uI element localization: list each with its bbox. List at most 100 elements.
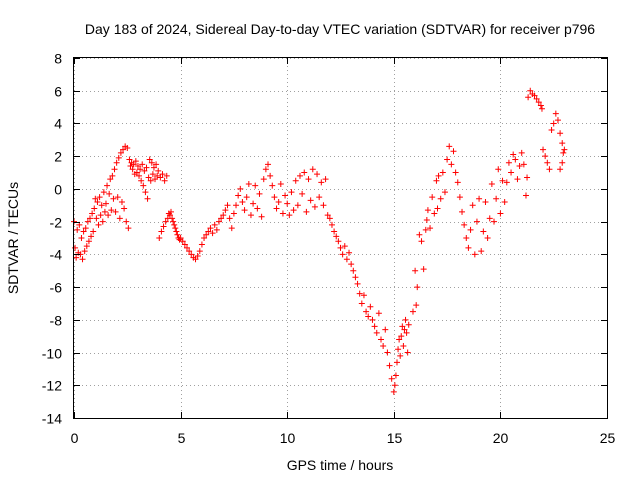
y-tick-label: -10 [42, 346, 62, 362]
data-point [196, 248, 203, 255]
data-point [158, 228, 165, 235]
data-point [473, 218, 480, 225]
data-point [501, 199, 508, 205]
data-point [299, 190, 306, 197]
plot-frame [73, 57, 608, 419]
data-point [554, 117, 561, 124]
data-point [307, 197, 314, 204]
chart-title: Day 183 of 2024, Sidereal Day-to-day VTE… [85, 21, 595, 37]
data-point [371, 323, 378, 330]
data-point [471, 251, 478, 258]
data-point [416, 231, 423, 238]
data-point [524, 174, 531, 181]
data-point [98, 202, 105, 209]
data-point [404, 349, 411, 356]
x-tick-label: 20 [493, 430, 509, 446]
data-point [220, 212, 227, 219]
data-point [393, 359, 400, 366]
data-point [413, 302, 420, 309]
data-point [88, 233, 95, 240]
data-point [552, 110, 559, 117]
data-point [335, 238, 342, 245]
data-point [395, 346, 402, 353]
data-point [245, 181, 252, 187]
data-point [375, 310, 382, 317]
data-point [80, 228, 87, 235]
data-point [527, 87, 534, 94]
data-point [369, 316, 376, 323]
y-tick-label: 4 [54, 116, 62, 132]
data-point [129, 166, 136, 173]
data-point [510, 151, 517, 158]
data-point [174, 231, 181, 238]
data-point [116, 215, 123, 222]
data-point [459, 208, 466, 215]
data-point [124, 145, 131, 151]
data-point [512, 156, 519, 163]
data-point [275, 199, 282, 205]
data-point [267, 172, 274, 179]
data-point [172, 225, 179, 232]
y-tick-label: -14 [42, 411, 62, 427]
data-point [170, 218, 177, 225]
data-point [348, 261, 355, 268]
data-point [412, 267, 419, 274]
data-point [380, 343, 387, 349]
data-point [181, 241, 188, 248]
data-point [209, 230, 216, 237]
data-point [542, 153, 549, 160]
data-point [106, 190, 113, 197]
data-point [114, 194, 121, 201]
data-point [516, 163, 523, 169]
data-point [108, 207, 115, 214]
data-point [260, 176, 267, 183]
data-point [292, 177, 299, 184]
data-point [78, 235, 85, 241]
data-point [243, 194, 250, 201]
data-point [320, 202, 327, 209]
data-point [423, 217, 430, 223]
data-point [97, 212, 104, 219]
data-point [533, 95, 540, 102]
data-point [405, 321, 412, 328]
data-point [148, 159, 155, 166]
data-point [150, 164, 157, 171]
data-point [328, 221, 335, 228]
data-point [226, 215, 233, 222]
data-point [171, 221, 178, 228]
y-tick-label: -12 [42, 378, 62, 394]
y-tick-label: 0 [54, 182, 62, 198]
data-point [454, 179, 461, 186]
data-point [286, 212, 293, 219]
data-point [111, 166, 118, 173]
data-point [378, 336, 385, 343]
y-tick-label: -6 [50, 280, 63, 296]
data-point [398, 333, 405, 340]
data-point [520, 161, 527, 168]
data-point [546, 166, 553, 173]
data-point [314, 171, 321, 178]
data-point [133, 169, 140, 176]
data-point [296, 172, 303, 179]
data-point [149, 171, 156, 178]
data-point [247, 212, 254, 219]
data-point [152, 176, 159, 183]
data-point [96, 194, 103, 201]
data-point [309, 166, 316, 173]
data-point [505, 159, 512, 166]
x-tick-label: 15 [387, 430, 403, 446]
data-point [429, 194, 436, 201]
data-point [213, 226, 220, 233]
data-point [107, 176, 114, 183]
data-point [518, 149, 525, 156]
data-point [104, 182, 111, 189]
data-point [132, 158, 139, 165]
data-point [399, 323, 406, 330]
data-point [137, 166, 144, 173]
data-point [531, 92, 538, 99]
data-point [262, 166, 269, 173]
data-point [168, 208, 175, 215]
data-point [339, 251, 346, 258]
data-point [495, 166, 502, 173]
data-point [303, 208, 310, 215]
